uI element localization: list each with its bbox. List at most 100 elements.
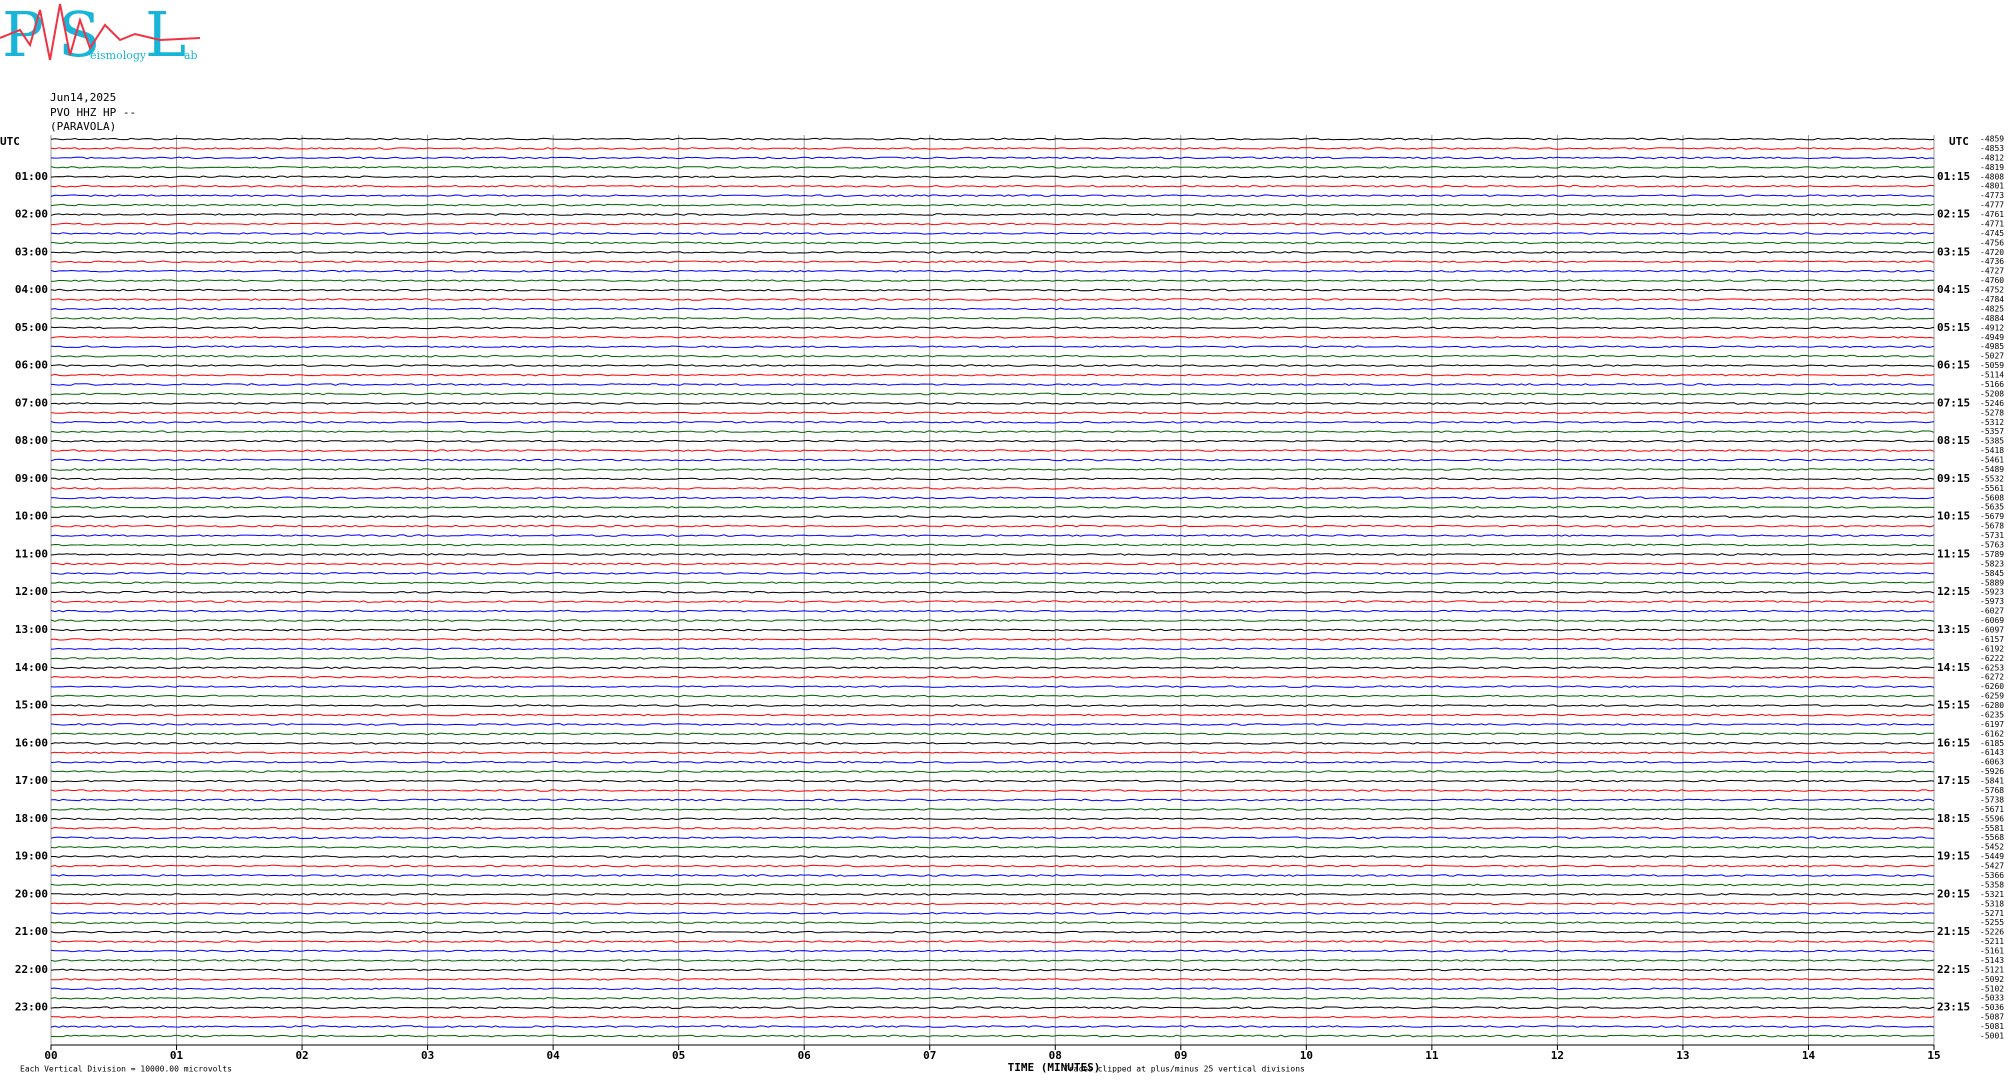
- right-time-label: 17:15: [1937, 774, 1970, 787]
- offset-label: -5226: [1980, 928, 2004, 937]
- offset-label: -5452: [1980, 843, 2004, 852]
- offset-label: -5608: [1980, 493, 2004, 502]
- trace: [50, 194, 1935, 197]
- trace: [51, 940, 1935, 943]
- trace: [50, 269, 1935, 273]
- trace: [50, 147, 1935, 150]
- right-time-label: 11:15: [1937, 547, 1970, 560]
- x-tick-label: 04: [547, 1049, 561, 1062]
- offset-label: -5973: [1980, 597, 2004, 606]
- trace: [50, 808, 1935, 811]
- trace: [50, 383, 1935, 386]
- right-time-label: 22:15: [1937, 963, 1970, 976]
- offset-label: -6192: [1980, 644, 2004, 653]
- offset-label: -4736: [1980, 257, 2004, 266]
- offset-label: -5449: [1980, 852, 2004, 861]
- trace: [50, 723, 1935, 726]
- left-time-label: 03:00: [15, 245, 48, 258]
- offset-label: -5211: [1980, 937, 2004, 946]
- trace: [50, 364, 1935, 367]
- offset-label: -4825: [1980, 304, 2004, 313]
- offset-label: -4912: [1980, 323, 2004, 332]
- trace: [50, 675, 1934, 679]
- offset-label: -6185: [1980, 739, 2004, 748]
- trace: [50, 1015, 1935, 1019]
- offset-label: -5358: [1980, 880, 2004, 889]
- trace: [50, 345, 1935, 349]
- trace: [50, 203, 1935, 207]
- offset-label: -5889: [1980, 578, 2004, 587]
- offset-label: -5418: [1980, 446, 2004, 455]
- x-tick-label: 11: [1425, 1049, 1439, 1062]
- trace: [50, 874, 1935, 877]
- offset-label: -5059: [1980, 361, 2004, 370]
- offset-label: -4784: [1980, 295, 2004, 304]
- trace: [50, 213, 1935, 216]
- trace: [50, 921, 1935, 925]
- x-tick-label: 13: [1676, 1049, 1689, 1062]
- offset-label: -5679: [1980, 512, 2004, 521]
- trace: [50, 656, 1935, 660]
- offset-label: -5731: [1980, 531, 2004, 540]
- offset-label: -6197: [1980, 720, 2004, 729]
- left-time-label: 06:00: [15, 359, 48, 372]
- right-title: UTC: [1949, 135, 1969, 148]
- offset-label: -5366: [1980, 871, 2004, 880]
- offset-label: -6259: [1980, 692, 2004, 701]
- offset-label: -4761: [1980, 210, 2004, 219]
- trace: [50, 1034, 1935, 1038]
- right-time-label: 20:15: [1937, 887, 1970, 900]
- trace: [50, 638, 1935, 641]
- trace: [50, 175, 1935, 179]
- trace: [50, 439, 1935, 443]
- offset-label: -5738: [1980, 795, 2004, 804]
- offset-label: -4727: [1980, 267, 2004, 276]
- right-time-label: 06:15: [1937, 359, 1970, 372]
- trace: [50, 826, 1935, 830]
- offset-label: -5568: [1980, 833, 2004, 842]
- left-time-label: 11:00: [15, 547, 48, 560]
- x-tick-label: 02: [295, 1049, 308, 1062]
- offset-label: -4756: [1980, 238, 2004, 247]
- trace: [50, 949, 1935, 953]
- offset-label: -4853: [1980, 144, 2004, 153]
- trace: [50, 609, 1935, 613]
- left-time-label: 23:00: [15, 1001, 48, 1014]
- trace: [51, 855, 1935, 858]
- offset-label: -6063: [1980, 758, 2004, 767]
- trace: [50, 307, 1935, 311]
- offset-label: -5166: [1980, 380, 2004, 389]
- trace: [50, 534, 1935, 537]
- trace: [50, 798, 1935, 802]
- logo-letter: L: [145, 0, 186, 71]
- trace: [50, 402, 1935, 405]
- offset-label: -4771: [1980, 219, 2004, 228]
- offset-label: -5923: [1980, 588, 2004, 597]
- right-time-label: 09:15: [1937, 472, 1970, 485]
- x-tick-label: 00: [44, 1049, 57, 1062]
- offset-label: -6272: [1980, 673, 2004, 682]
- offset-label: -5385: [1980, 437, 2004, 446]
- right-time-label: 07:15: [1937, 396, 1970, 409]
- offset-label: -6260: [1980, 682, 2004, 691]
- offset-label: -5001: [1980, 1032, 2004, 1041]
- logo: P S L eismology ab: [0, 0, 201, 71]
- trace: [50, 392, 1935, 396]
- trace: [50, 430, 1935, 434]
- offset-label: -6253: [1980, 663, 2004, 672]
- trace: [50, 553, 1935, 556]
- offset-label: -4752: [1980, 286, 2004, 295]
- logo-word: ab: [184, 49, 198, 62]
- trace: [50, 845, 1935, 849]
- offset-label: -6097: [1980, 625, 2004, 634]
- trace: [50, 713, 1935, 717]
- trace: [50, 260, 1935, 264]
- offset-label: -5208: [1980, 389, 2004, 398]
- x-axis-label: TIME (MINUTES): [1008, 1061, 1101, 1074]
- right-time-label: 19:15: [1937, 850, 1970, 863]
- logo-letter: S: [58, 0, 100, 71]
- trace: [50, 487, 1935, 490]
- date: Jun14,2025: [50, 91, 116, 104]
- trace: [50, 524, 1935, 528]
- trace: [50, 420, 1935, 424]
